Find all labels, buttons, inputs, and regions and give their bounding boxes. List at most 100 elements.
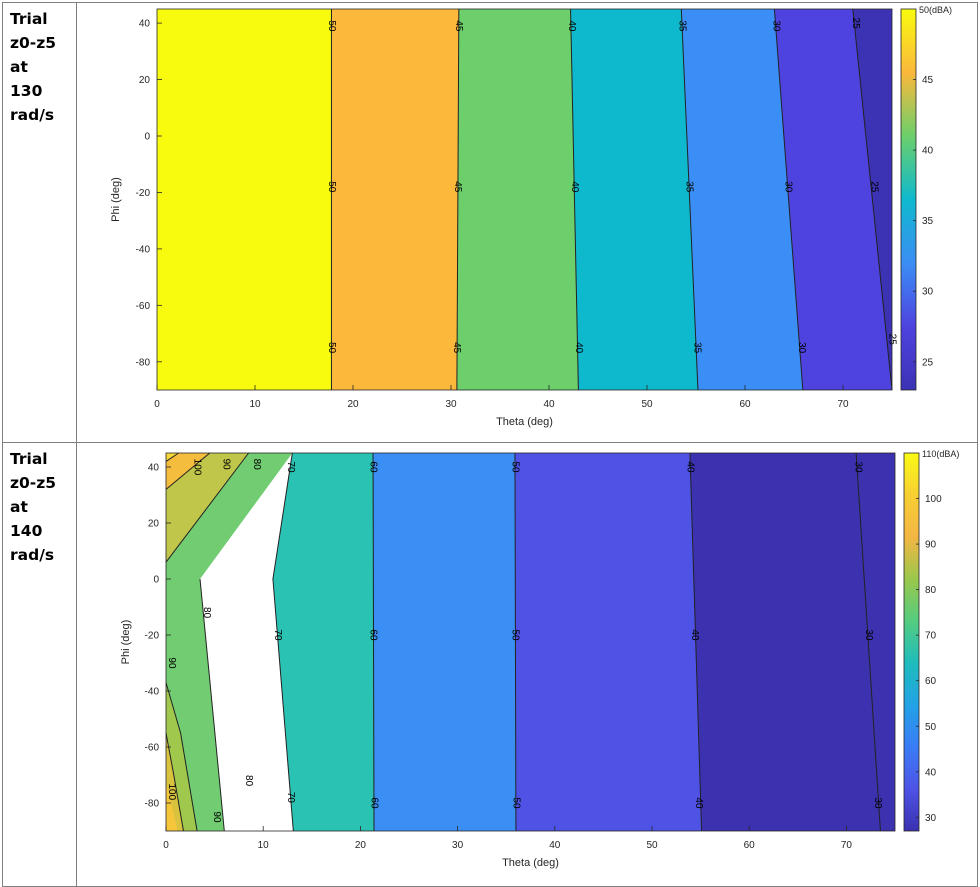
- row-label-line: z0-z5: [10, 474, 57, 492]
- colorbar-tick-label: 30: [925, 813, 937, 824]
- x-tick-label: 60: [739, 399, 751, 410]
- x-tick-label: 0: [154, 399, 160, 410]
- contour-label: 35: [677, 20, 688, 32]
- axes-frame: [165, 452, 896, 832]
- contour-label: 100: [191, 459, 202, 476]
- colorbar-tick-label: 80: [925, 585, 937, 596]
- contour-label: 25: [850, 18, 861, 30]
- row-label-line: Trial: [10, 10, 48, 28]
- contour-label: 30: [771, 20, 782, 32]
- x-tick-label: 40: [543, 399, 555, 410]
- contour-line: [514, 452, 517, 832]
- row-label-line: rad/s: [10, 106, 55, 124]
- contour-label: 40: [566, 20, 577, 32]
- y-tick-label: 20: [148, 519, 160, 530]
- colorbar-tick-label: 70: [925, 631, 937, 642]
- x-tick-label: 70: [837, 399, 849, 410]
- row-label-line: rad/s: [10, 546, 55, 564]
- x-tick-label: 10: [249, 399, 261, 410]
- colorbar-tick-label: 45: [922, 75, 934, 86]
- colorbar-tick-label: 40: [925, 767, 937, 778]
- plot-area: 100 90 80 70 60 50 40 30 80 70 60 50 40 30 90 100 80 90 70…: [165, 452, 895, 832]
- row-label-line: Trial: [10, 450, 48, 468]
- contour-label: 30: [872, 797, 883, 809]
- row-label-line: at: [10, 498, 28, 516]
- colorbar-tick-label: 35: [922, 216, 934, 227]
- contour-plot-130: 50 50 50 45 45 45 40 40 40 35 35 35 30 30 30 25 25 25 0 10 2…: [110, 5, 952, 428]
- contour-label: 25: [869, 181, 880, 193]
- contour-label: 50: [326, 342, 337, 354]
- contour-label: 30: [782, 181, 793, 193]
- contour-label: 80: [243, 775, 254, 787]
- y-tick-label: -40: [136, 244, 151, 255]
- contour-line: [689, 452, 703, 832]
- colorbar-tick-label: 100: [925, 494, 942, 505]
- contour-label: 70: [285, 792, 296, 804]
- contour-band: [681, 9, 803, 390]
- x-tick-label: 30: [445, 399, 457, 410]
- contour-line: [456, 8, 460, 391]
- contour-label: 50: [326, 181, 337, 193]
- colorbar-tick-label: 50: [925, 722, 937, 733]
- x-tick-label: 60: [744, 840, 756, 851]
- contour-label: 60: [368, 797, 379, 809]
- contour-band: [373, 453, 516, 831]
- colorbar-tick-label: 25: [922, 357, 934, 368]
- contour-label: 40: [693, 797, 704, 809]
- y-tick-label: -80: [136, 357, 151, 368]
- row-label-line: z0-z5: [10, 34, 57, 52]
- axes-frame: [156, 8, 893, 391]
- row-label-line: 130: [10, 82, 43, 100]
- contour-label: 70: [272, 629, 283, 641]
- contour-label: 50: [510, 797, 521, 809]
- contour-label: 90: [166, 657, 177, 669]
- x-tick-label: 50: [646, 840, 658, 851]
- contour-line: [372, 452, 375, 832]
- contour-label: 45: [451, 342, 462, 354]
- row-label-line: 140: [10, 522, 43, 540]
- contour-band: [166, 780, 178, 831]
- contour-label: 40: [573, 342, 584, 354]
- contour-line: [680, 8, 699, 391]
- contour-label: 40: [684, 461, 695, 473]
- contour-label: 100: [166, 783, 177, 800]
- table-row: Trial z0-z5 at 130 rad/s 50 50 50 45 45 45 40 4…: [2, 2, 978, 443]
- y-tick-label: 40: [148, 463, 160, 474]
- contour-label: 30: [863, 629, 874, 641]
- y-tick-label: 0: [153, 575, 159, 586]
- contour-line: [165, 452, 250, 563]
- contour-label: 50: [509, 461, 520, 473]
- y-tick-label: -60: [145, 743, 160, 754]
- x-tick-label: 20: [355, 840, 367, 851]
- contour-line: [272, 452, 294, 832]
- row-label-cell: Trial z0-z5 at 140 rad/s: [2, 442, 77, 887]
- contour-band: [166, 453, 293, 831]
- contour-line: [165, 452, 179, 462]
- x-tick-label: 70: [841, 840, 853, 851]
- contour-band: [514, 453, 702, 831]
- row-label-line: at: [10, 58, 28, 76]
- contour-band: [689, 453, 895, 831]
- y-tick-label: 20: [139, 75, 151, 86]
- y-tick-label: -60: [136, 301, 151, 312]
- contour-line: [165, 682, 198, 832]
- colorbar-label: 50(dBA): [919, 5, 952, 15]
- x-tick-label: 50: [641, 399, 653, 410]
- x-axis-label: Theta (deg): [496, 416, 553, 428]
- contour-label: 90: [211, 811, 222, 823]
- contour-line: [165, 452, 211, 490]
- contour-label: 45: [452, 181, 463, 193]
- contour-label: 50: [326, 20, 337, 32]
- colorbar: [903, 452, 920, 832]
- contour-label: 80: [201, 607, 212, 619]
- contour-label: 40: [689, 629, 700, 641]
- y-axis-label: Phi (deg): [110, 177, 122, 222]
- contour-label: 80: [251, 459, 262, 471]
- contour-label: 50: [509, 629, 520, 641]
- contour-label: 35: [691, 342, 702, 354]
- y-tick-label: -20: [145, 631, 160, 642]
- y-axis-label: Phi (deg): [120, 620, 132, 665]
- contour-label: 30: [852, 461, 863, 473]
- contour-label: 35: [683, 181, 694, 193]
